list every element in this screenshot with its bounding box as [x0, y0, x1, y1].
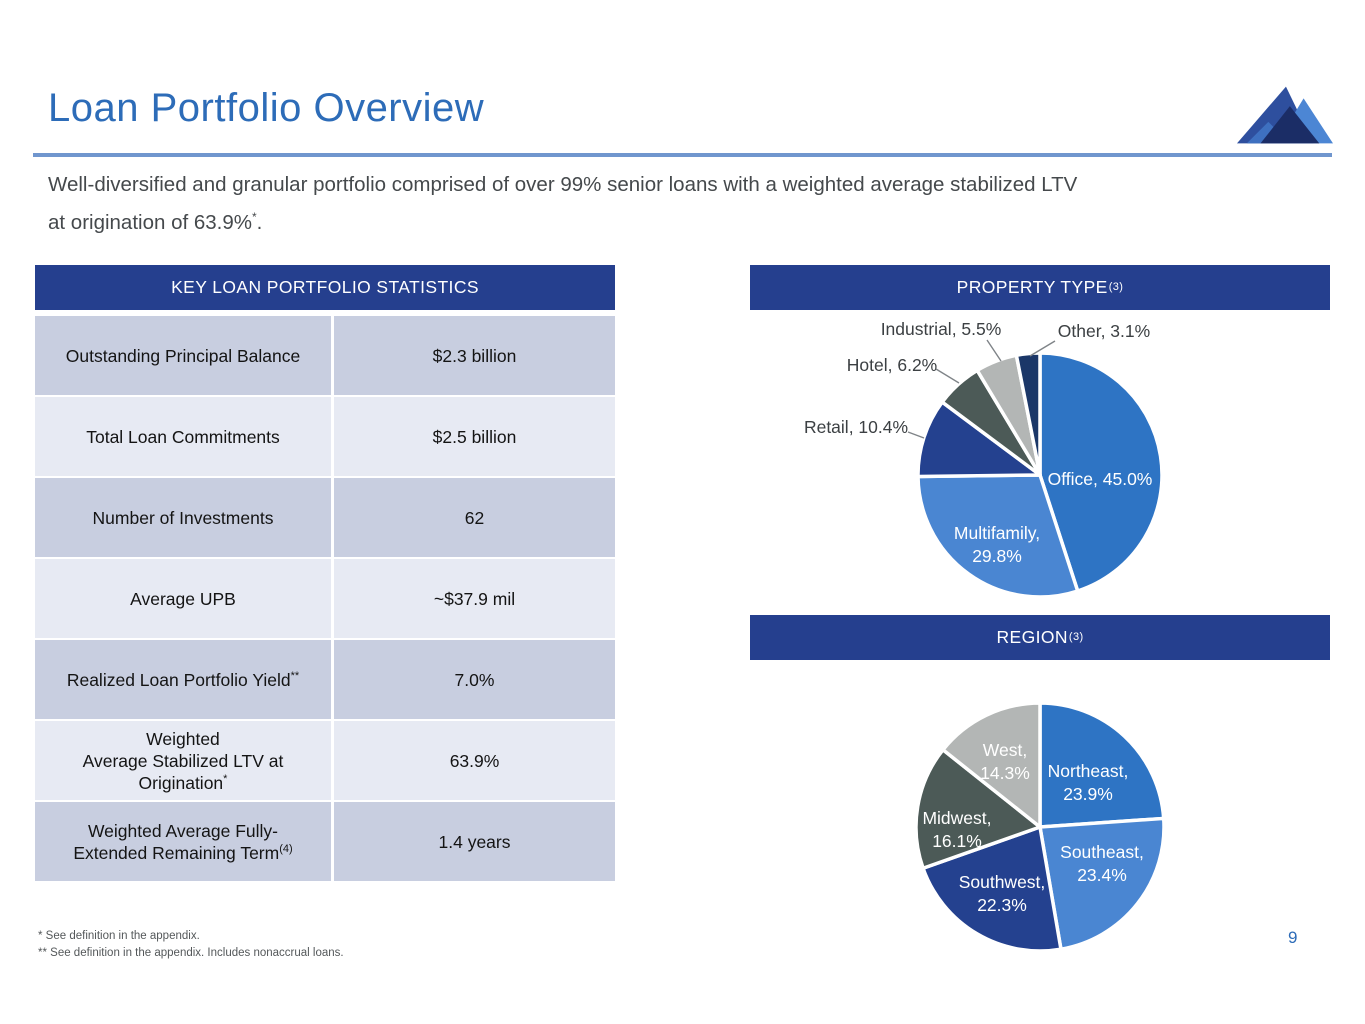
- stat-value: 63.9%: [334, 721, 615, 800]
- company-logo: [1236, 86, 1333, 144]
- pie-label-northeast: 23.9%: [1063, 784, 1113, 804]
- pie-label-office: Office, 45.0%: [1048, 469, 1153, 489]
- title-divider: [33, 153, 1332, 157]
- pie-label-northeast: Northeast,: [1048, 761, 1129, 781]
- pie-slice-other: [1014, 351, 1042, 477]
- property-type-pie-chart: Office, 45.0% Multifamily, 29.8% Retail, 10…: [804, 319, 1164, 599]
- table-row: Total Loan Commitments $2.5 billion: [35, 397, 615, 476]
- pie-slice-multifamily: [916, 473, 1080, 599]
- region-header: REGION (3): [750, 615, 1330, 660]
- pie-slice-northeast: [1038, 701, 1166, 829]
- pie-leader-line-retail: [907, 431, 925, 439]
- stat-label: Number of Investments: [35, 478, 331, 557]
- pie-label-west: 14.3%: [980, 763, 1030, 783]
- table-row: Average UPB ~$37.9 mil: [35, 559, 615, 638]
- pie-label-retail: Retail, 10.4%: [804, 417, 908, 437]
- region-pie-chart: Northeast, 23.9% Southeast, 23.4% Southwest,…: [914, 701, 1166, 953]
- pie-leader-line-hotel: [935, 368, 960, 384]
- table-header: KEY LOAN PORTFOLIO STATISTICS: [35, 265, 615, 310]
- pie-label-southeast: Southeast,: [1060, 842, 1144, 862]
- stat-label: Realized Loan Portfolio Yield**: [35, 640, 331, 719]
- property-type-footnote-marker: (3): [1108, 280, 1124, 293]
- region-footnote-marker: (3): [1068, 630, 1084, 643]
- pie-label-multifamily: Multifamily,: [954, 523, 1040, 543]
- subtitle: Well-diversified and granular portfolio …: [48, 173, 1078, 234]
- stat-label: Weighted Average Stabilized LTV at Origina…: [35, 721, 331, 800]
- stat-label: Outstanding Principal Balance: [35, 316, 331, 395]
- pie-label-southwest: Southwest,: [959, 872, 1046, 892]
- pie-slice-office: [1038, 351, 1164, 593]
- pie-slice-southwest: [921, 825, 1063, 953]
- pie-label-midwest: Midwest,: [922, 808, 991, 828]
- stat-value: 1.4 years: [334, 802, 615, 881]
- table-header-label: KEY LOAN PORTFOLIO STATISTICS: [171, 277, 479, 297]
- stat-value: 7.0%: [334, 640, 615, 719]
- stat-value: $2.3 billion: [334, 316, 615, 395]
- pie-label-multifamily: 29.8%: [972, 546, 1022, 566]
- stat-label: Average UPB: [35, 559, 331, 638]
- page-title: Loan Portfolio Overview: [48, 86, 485, 130]
- table-row: Realized Loan Portfolio Yield** 7.0%: [35, 640, 615, 719]
- stat-value: 62: [334, 478, 615, 557]
- pie-label-west: West,: [983, 740, 1027, 760]
- key-loan-statistics-table: Outstanding Principal Balance $2.3 billio…: [35, 316, 615, 883]
- logo-shadow-facet: [1260, 106, 1320, 144]
- pie-label-midwest: 16.1%: [932, 831, 982, 851]
- page-number: 9: [1288, 928, 1298, 947]
- table-row: Weighted Average Fully- Extended Remainin…: [35, 802, 615, 881]
- subtitle-line-1: Well-diversified and granular portfolio …: [48, 173, 1078, 196]
- property-type-header: PROPERTY TYPE (3): [750, 265, 1330, 310]
- subtitle-line-2: at origination of 63.9%: [48, 210, 252, 234]
- pie-leader-line-industrial: [986, 339, 1002, 362]
- stat-label: Total Loan Commitments: [35, 397, 331, 476]
- pie-label-hotel: Hotel, 6.2%: [847, 355, 937, 375]
- pie-label-southeast: 23.4%: [1077, 865, 1127, 885]
- pie-slice-southeast: [1038, 816, 1166, 951]
- stat-label: Weighted Average Fully- Extended Remainin…: [35, 802, 331, 881]
- region-header-label: REGION: [996, 627, 1068, 647]
- pie-slice-west: [941, 701, 1042, 829]
- subtitle-footnote-marker: *: [252, 210, 257, 224]
- pie-label-other: Other, 3.1%: [1058, 321, 1150, 341]
- stat-value: $2.5 billion: [334, 397, 615, 476]
- footnote-1: * See definition in the appendix.: [38, 930, 200, 942]
- pie-leader-line-other: [1029, 340, 1056, 357]
- pie-label-industrial: Industrial, 5.5%: [881, 319, 1002, 339]
- footnote-2: ** See definition in the appendix. Inclu…: [38, 947, 344, 959]
- table-row: Weighted Average Stabilized LTV at Origina…: [35, 721, 615, 800]
- pie-label-southwest: 22.3%: [977, 895, 1027, 915]
- table-row: Number of Investments 62: [35, 478, 615, 557]
- property-type-header-label: PROPERTY TYPE: [956, 277, 1108, 297]
- pie-slice-midwest: [914, 748, 1042, 871]
- stat-value: ~$37.9 mil: [334, 559, 615, 638]
- footnotes: * See definition in the appendix. ** See…: [38, 928, 344, 962]
- table-row: Outstanding Principal Balance $2.3 billio…: [35, 316, 615, 395]
